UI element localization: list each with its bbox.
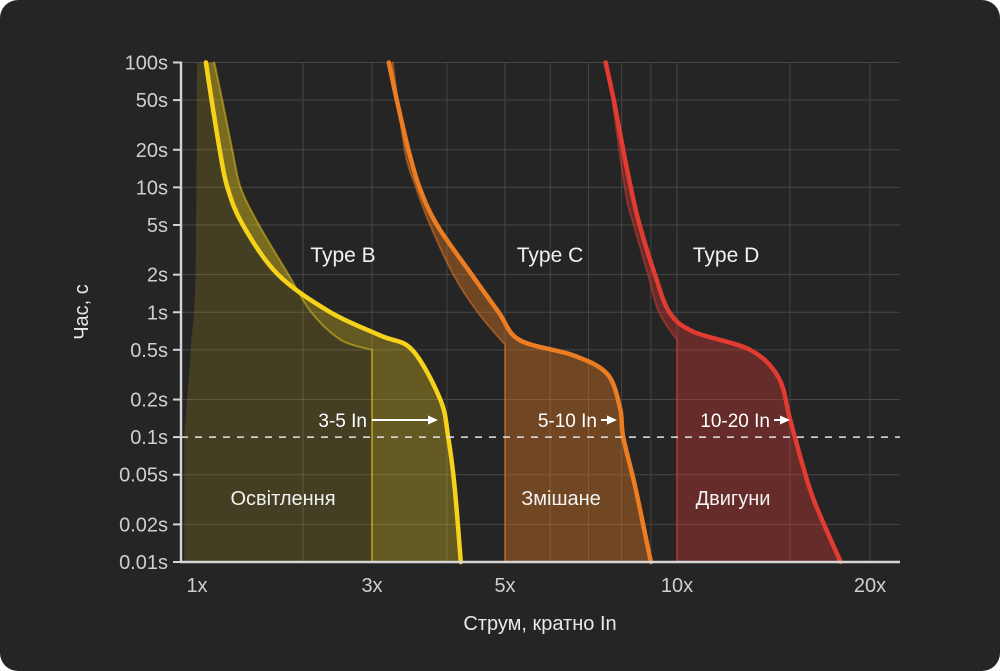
range-arrow-head-icon [607, 415, 617, 425]
range-annotation-3: 10-20 In [700, 411, 770, 432]
inner-trip-curve-1 [213, 61, 373, 563]
y-axis-title: Час, с [71, 284, 93, 340]
y-tick-label: 50s [136, 90, 168, 112]
y-tick-label: 5s [147, 215, 168, 237]
x-tick-label: 1x [186, 575, 207, 597]
inner-trip-curve-3 [606, 61, 678, 563]
y-tick-label: 0.5s [130, 340, 168, 362]
x-tick-label: 3x [361, 575, 382, 597]
y-tick-label: 0.01s [119, 552, 168, 574]
y-tick-label: 2s [147, 265, 168, 287]
y-tick-label: 0.1s [130, 427, 168, 449]
x-tick-label: 20x [854, 575, 886, 597]
y-tick-label: 0.05s [119, 465, 168, 487]
zone-label-2: Змішане [521, 488, 601, 510]
range-annotation-1: 3-5 In [318, 411, 367, 432]
x-axis-title: Струм, кратно In [463, 613, 616, 635]
outer-trip-curve-2 [386, 60, 654, 565]
inner-trip-curve-2 [391, 61, 506, 563]
range-arrow-head-icon [428, 415, 438, 425]
axes-layer [173, 61, 900, 564]
y-tick-label: 20s [136, 140, 168, 162]
outer-trip-curve-3 [603, 60, 843, 565]
y-tick-label: 1s [147, 302, 168, 324]
range-annotation-2: 5-10 In [538, 411, 597, 432]
type-label-d: Type D [693, 244, 760, 267]
type-label-c: Type C [517, 244, 584, 267]
x-tick-label: 10x [661, 575, 693, 597]
band-fill-3 [605, 62, 841, 562]
zone-label-3: Двигуни [696, 488, 771, 510]
y-tick-label: 100s [125, 53, 168, 75]
x-tick-label: 5x [494, 575, 515, 597]
range-arrow-head-icon [780, 415, 790, 425]
type-label-b: Type B [310, 244, 375, 267]
grid-layer [181, 62, 900, 562]
y-tick-label: 0.02s [119, 514, 168, 536]
y-tick-label: 10s [136, 177, 168, 199]
band-fill-2 [388, 62, 651, 562]
zone-label-1: Освітлення [230, 488, 335, 510]
y-tick-label: 0.2s [130, 390, 168, 412]
labels-layer: 100s 50s 20s 10s 5s 2s 1s 0.5s 0.2s 0.1s 0.05s 0.02… [119, 53, 886, 598]
